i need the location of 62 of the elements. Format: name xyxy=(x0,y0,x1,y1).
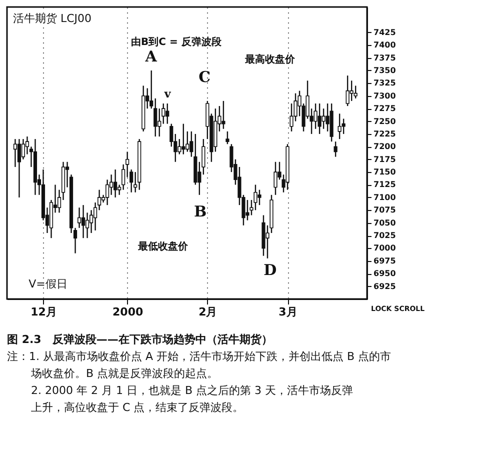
candlestick xyxy=(182,123,186,155)
y-tick-label: 7050 xyxy=(374,218,396,228)
y-tick-label: 7225 xyxy=(374,129,396,138)
candlestick xyxy=(158,108,162,138)
x-tick-label: 3月 xyxy=(278,306,298,318)
candlestick xyxy=(338,113,342,140)
y-tick-label: 7425 xyxy=(374,28,396,37)
candlestick xyxy=(21,138,26,160)
annotation: V=假日 xyxy=(28,277,68,290)
candlestick xyxy=(81,204,86,239)
x-tick-label: 12月 xyxy=(30,306,57,318)
y-tick-label: 7250 xyxy=(374,116,396,126)
candlestick xyxy=(334,140,338,158)
candlestick xyxy=(13,138,18,168)
candlestick xyxy=(318,102,322,135)
candlestick xyxy=(274,161,278,196)
y-tick-label: 6975 xyxy=(374,256,396,266)
y-tick-label: 7075 xyxy=(374,206,396,215)
y-tick-label: 7150 xyxy=(374,168,396,177)
annotation: C xyxy=(198,68,211,86)
candlestick xyxy=(178,138,182,155)
text: 2. 2000 年 2 月 1 日，也就是 B 点之后的第 3 天，活牛市场反弹上升，高位收盘于 C 点，结束了反弹波段。 xyxy=(31,384,353,414)
x-tick-label: 2000 xyxy=(112,306,144,318)
candlestick xyxy=(222,100,226,130)
candlestick xyxy=(17,138,22,198)
y-tick-label: 7175 xyxy=(374,154,396,164)
y-tick-label: 7100 xyxy=(374,192,396,202)
candlestick xyxy=(354,85,358,100)
y-tick-label: 7375 xyxy=(374,53,396,62)
annotation: 由B到C = 反弹波段 xyxy=(131,36,222,48)
candlestick xyxy=(322,108,326,130)
y-tick-label: 7400 xyxy=(374,40,396,50)
text: 图 2.3 反弹波段——在下跌市场趋势中（活牛期货） xyxy=(7,333,272,346)
y-tick-label: 7275 xyxy=(374,104,396,114)
text: 活牛期货 LCJ00 xyxy=(13,12,92,25)
text: 注：1. 从最高市场收盘价点 A 开始，活牛市场开始下跌，并创出低点 B 点的市场收盘价。B 点就是反弹波段的起点。 xyxy=(7,350,392,380)
candlestick xyxy=(254,184,258,211)
candlestick xyxy=(114,168,118,198)
candlestick xyxy=(166,102,170,124)
y-tick-label: 7325 xyxy=(374,78,396,88)
y-tick-label: 7200 xyxy=(374,142,396,152)
annotation: 最高收盘价 xyxy=(244,54,296,66)
x-tick-label: 2月 xyxy=(198,306,218,318)
candlestick xyxy=(226,130,230,145)
annotation: v xyxy=(163,88,172,101)
annotation: 最低收盘价 xyxy=(137,240,190,252)
annotation: B xyxy=(194,202,207,220)
y-tick-label: 6950 xyxy=(374,269,396,278)
candlestick xyxy=(246,199,250,221)
candlestick xyxy=(77,206,82,229)
y-tick-label: 7350 xyxy=(374,66,396,75)
y-tick-label: 7125 xyxy=(374,180,396,190)
candlestick xyxy=(342,118,346,135)
y-tick-label: 7300 xyxy=(374,91,396,100)
annotation: D xyxy=(264,260,277,279)
candlestick xyxy=(258,189,262,206)
annotation: A xyxy=(144,48,158,66)
y-tick-label: 7025 xyxy=(374,231,396,240)
candlestick xyxy=(350,80,354,102)
candlestick xyxy=(346,74,350,107)
y-tick-label: 7000 xyxy=(374,244,396,253)
y-tick-label: 6925 xyxy=(374,282,396,291)
